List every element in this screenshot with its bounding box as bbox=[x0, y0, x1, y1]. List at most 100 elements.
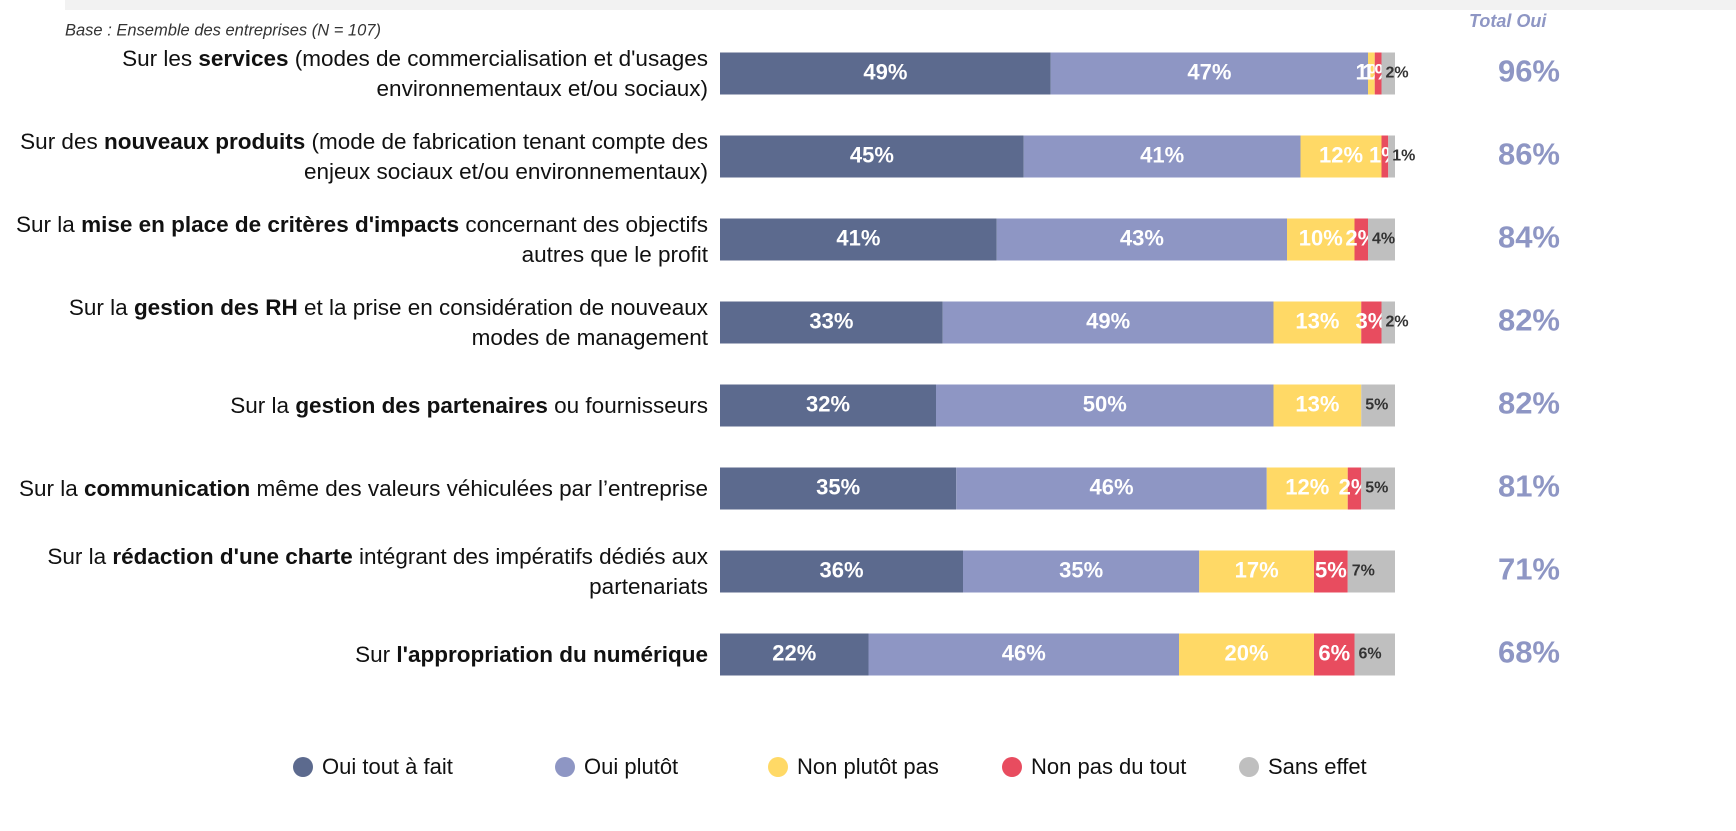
bar-segment bbox=[1287, 218, 1355, 261]
bar-segment bbox=[1266, 467, 1348, 510]
bar-segment bbox=[1374, 52, 1382, 95]
category-label: Sur la gestion des RH et la prise en con… bbox=[4, 281, 708, 364]
bar-segment bbox=[1368, 218, 1395, 261]
category-text: Sur la gestion des partenaires ou fourni… bbox=[230, 391, 708, 421]
category-text: Sur la mise en place de critères d'impac… bbox=[4, 210, 708, 270]
category-text: Sur les services (modes de commercialisa… bbox=[4, 44, 708, 104]
bar-segment bbox=[1361, 467, 1395, 510]
bar-label: 5% bbox=[1365, 480, 1388, 497]
bar-segment bbox=[720, 52, 1051, 95]
total-label: 84% bbox=[1498, 220, 1560, 255]
bar-segment bbox=[720, 633, 869, 676]
bar-segment bbox=[1023, 135, 1301, 178]
category-part: Sur la bbox=[230, 392, 296, 418]
category-part: Sur la bbox=[68, 294, 134, 320]
bar-label: 41% bbox=[1140, 142, 1184, 167]
legend-label: Oui tout à fait bbox=[322, 754, 453, 779]
total-label: 71% bbox=[1498, 552, 1560, 587]
category-bold: communication bbox=[84, 475, 251, 501]
bar-label: 41% bbox=[836, 225, 880, 250]
category-part: Sur la bbox=[18, 475, 84, 501]
bar-segment bbox=[1388, 135, 1395, 178]
bar-label: 13% bbox=[1295, 308, 1339, 333]
category-part: ou fournisseurs bbox=[547, 392, 708, 418]
category-part: (mode de fabrication tenant compte des e… bbox=[303, 128, 708, 184]
legend-label: Sans effet bbox=[1268, 754, 1367, 779]
category-part: Sur des bbox=[20, 128, 104, 154]
bar-label: 32% bbox=[806, 391, 850, 416]
bar-segment bbox=[1368, 52, 1375, 95]
bar-segment bbox=[996, 218, 1287, 261]
category-part: Sur la bbox=[47, 543, 113, 569]
totals-title: Total Oui bbox=[1469, 11, 1547, 31]
bar-label: 46% bbox=[1002, 640, 1046, 665]
top-band bbox=[65, 0, 1736, 10]
category-text: Sur des nouveaux produits (mode de fabri… bbox=[4, 127, 708, 187]
bar-segment bbox=[1361, 384, 1395, 427]
category-part: (modes de commercialisation et d'usages … bbox=[288, 45, 708, 101]
bar-segment bbox=[1179, 633, 1314, 676]
bar-label: 5% bbox=[1315, 557, 1347, 582]
legend-label: Non pas du tout bbox=[1031, 754, 1186, 779]
bar-label: 36% bbox=[819, 557, 863, 582]
bar-segment bbox=[1273, 301, 1362, 344]
bar-segment bbox=[1361, 301, 1382, 344]
legend-marker bbox=[1239, 757, 1259, 777]
category-bold: rédaction d'une charte bbox=[112, 543, 353, 569]
bar-label: 6% bbox=[1318, 640, 1350, 665]
legend-marker bbox=[1002, 757, 1022, 777]
category-label: Sur l'appropriation du numérique bbox=[4, 613, 708, 696]
legend-marker bbox=[293, 757, 313, 777]
category-part: intégrant des impératifs dédiés aux part… bbox=[352, 543, 708, 599]
bar-segment bbox=[1354, 633, 1395, 676]
category-bold: nouveaux produits bbox=[103, 128, 306, 154]
bar-label: 22% bbox=[772, 640, 816, 665]
bar-label: 47% bbox=[1187, 59, 1231, 84]
bar-label: 49% bbox=[1086, 308, 1130, 333]
bar-segment bbox=[1314, 550, 1348, 593]
bar-segment bbox=[1199, 550, 1314, 593]
total-label: 82% bbox=[1498, 386, 1560, 421]
category-label: Sur la communication même des valeurs vé… bbox=[4, 447, 708, 530]
category-label: Sur la gestion des partenaires ou fourni… bbox=[4, 364, 708, 447]
bar-label: 20% bbox=[1224, 640, 1268, 665]
subtitle: Base : Ensemble des entreprises (N = 107… bbox=[65, 21, 381, 39]
bar-label: 7% bbox=[1352, 563, 1375, 580]
bar-label: 49% bbox=[863, 59, 907, 84]
bar-label: 4% bbox=[1372, 231, 1395, 248]
category-text: Sur l'appropriation du numérique bbox=[355, 640, 708, 670]
bar-segment bbox=[936, 384, 1274, 427]
category-bold: gestion des RH bbox=[133, 294, 298, 320]
bar-label: 35% bbox=[816, 474, 860, 499]
bar-segment bbox=[1050, 52, 1368, 95]
category-part: Sur bbox=[355, 641, 397, 667]
bar-segment bbox=[1347, 467, 1362, 510]
legend-marker bbox=[768, 757, 788, 777]
category-bold: gestion des partenaires bbox=[295, 392, 548, 418]
total-label: 82% bbox=[1498, 303, 1560, 338]
category-label: Sur les services (modes de commercialisa… bbox=[4, 32, 708, 115]
category-part: Sur la bbox=[16, 211, 82, 237]
bar-segment bbox=[942, 301, 1274, 344]
category-bold: l'appropriation du numérique bbox=[396, 641, 708, 667]
bar-label: 12% bbox=[1319, 142, 1363, 167]
category-label: Sur des nouveaux produits (mode de fabri… bbox=[4, 115, 708, 198]
bar-label: 43% bbox=[1120, 225, 1164, 250]
bar-segment bbox=[1347, 550, 1395, 593]
bar-label: 2% bbox=[1386, 314, 1409, 331]
bar-segment bbox=[720, 550, 963, 593]
bar-label: 1% bbox=[1369, 142, 1401, 167]
category-text: Sur la gestion des RH et la prise en con… bbox=[4, 293, 708, 353]
bar-segment bbox=[1300, 135, 1382, 178]
legend-label: Oui plutôt bbox=[584, 754, 678, 779]
bar-segment bbox=[720, 135, 1024, 178]
total-label: 86% bbox=[1498, 137, 1560, 172]
category-label: Sur la mise en place de critères d'impac… bbox=[4, 198, 708, 281]
bar-segment bbox=[963, 550, 1200, 593]
bar-label: 46% bbox=[1089, 474, 1133, 499]
bar-label: 45% bbox=[850, 142, 894, 167]
bar-segment bbox=[720, 467, 957, 510]
bar-segment bbox=[1273, 384, 1362, 427]
bar-segment bbox=[1381, 52, 1395, 95]
